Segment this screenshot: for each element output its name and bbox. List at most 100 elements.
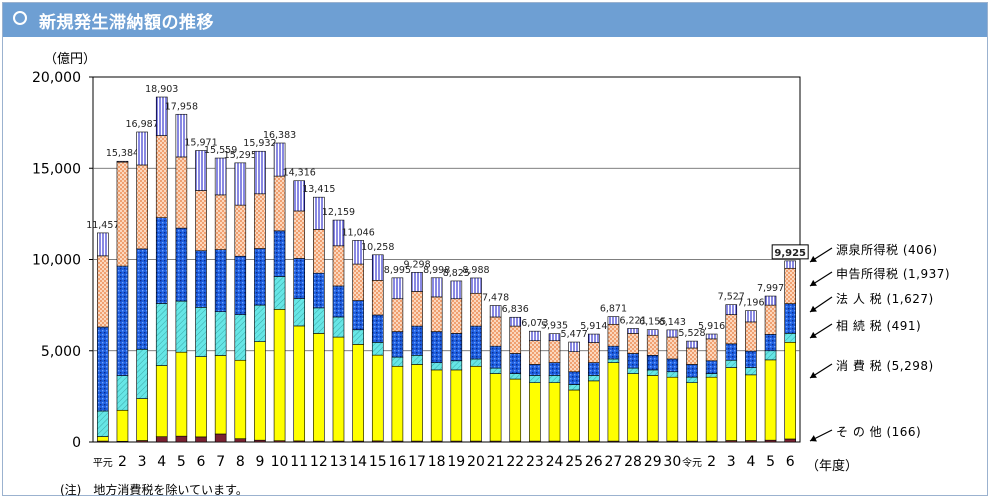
y-tick-label: 15,000 [32, 161, 81, 177]
bar-total-label: 9,298 [403, 259, 430, 270]
bar-segment [97, 255, 109, 328]
bar-segment [293, 298, 306, 327]
bar-segment [195, 356, 207, 438]
legend-arrowhead [810, 331, 817, 338]
y-tick-label: 0 [72, 435, 81, 451]
bar-group [97, 232, 109, 443]
bar-total-label: 6,871 [600, 304, 627, 315]
bar-group [254, 150, 266, 443]
bar-segment [136, 398, 148, 441]
bar-segment [155, 96, 168, 136]
bar-segment [784, 303, 796, 334]
x-tick-label: 3 [138, 454, 147, 470]
bar-segment [352, 344, 364, 442]
bar-group [116, 160, 129, 443]
bar-segment [234, 438, 247, 443]
bar-segment [587, 333, 600, 343]
bar-segment [391, 298, 404, 332]
bar-segment [97, 436, 109, 442]
bar-segment [705, 373, 718, 378]
bar-segment [725, 314, 738, 345]
bar-segment [705, 338, 718, 362]
bar-segment [175, 113, 188, 158]
y-tick-label: 10,000 [32, 253, 81, 269]
bar-segment [548, 375, 561, 383]
bar-total-label: 15,295 [224, 150, 257, 161]
bar-group [411, 272, 423, 443]
bar-group [155, 96, 168, 443]
bar-group [470, 277, 482, 443]
bar-segment [489, 373, 502, 442]
bar-group [430, 277, 443, 443]
bar-segment [430, 296, 443, 332]
x-tick-label: 13 [330, 454, 348, 470]
bar-group [705, 333, 718, 443]
x-tick-label: 15 [369, 454, 387, 470]
bar-group [313, 196, 325, 443]
bar-segment [273, 175, 286, 232]
x-unit-label: （年度） [806, 458, 858, 474]
bar-segment [352, 240, 364, 265]
bar-total-label: 6,143 [659, 317, 686, 328]
bar-segment [509, 325, 522, 354]
bar-segment [332, 285, 345, 318]
bar-segment [489, 367, 502, 374]
bar-total-label: 15,559 [204, 145, 237, 156]
bar-segment [273, 276, 286, 310]
bar-segment [391, 277, 404, 300]
bar-total-label: 7,196 [737, 298, 764, 309]
bar-segment [784, 333, 796, 343]
bar-segment [529, 364, 541, 376]
bar-segment [686, 382, 698, 442]
bar-segment [548, 382, 561, 442]
bar-segment [548, 362, 561, 376]
bar-total-label: 12,159 [322, 207, 355, 218]
bar-segment [254, 341, 266, 441]
bar-segment [352, 300, 364, 331]
bar-segment [155, 436, 168, 443]
bar-segment [489, 316, 502, 347]
bar-total-label: 7,527 [718, 292, 745, 303]
x-tick-label: 29 [644, 454, 662, 470]
bar-segment [155, 365, 168, 438]
bar-segment [175, 227, 188, 302]
bar-segment [607, 358, 620, 363]
bar-group [627, 328, 639, 443]
bar-segment [155, 303, 168, 366]
x-tick-label: 26 [585, 454, 603, 470]
bar-group [529, 330, 541, 443]
x-tick-label: 21 [487, 454, 505, 470]
bar-segment [627, 367, 639, 374]
bar-segment [548, 333, 561, 342]
bar-segment [175, 435, 188, 443]
bar-segment [784, 267, 796, 304]
bar-segment [686, 340, 698, 349]
bar-segment [745, 310, 757, 323]
legend-label: 消 費 税 (5,298) [836, 358, 934, 373]
legend-label: 法 人 税 (1,627) [836, 292, 934, 306]
bar-total-label: 5,916 [698, 321, 725, 332]
bar-segment [627, 328, 639, 334]
bar-segment [371, 342, 384, 356]
bar-segment [725, 359, 738, 368]
bar-total-label: 5,914 [580, 321, 607, 332]
x-tick-label: 16 [388, 454, 406, 470]
x-tick-label: 28 [624, 454, 642, 470]
bar-segment [764, 359, 777, 441]
bar-segment [646, 375, 659, 442]
bar-segment [234, 255, 247, 315]
x-tick-label: 25 [565, 454, 583, 470]
bar-group [352, 240, 364, 443]
bar-segment [470, 277, 482, 294]
bar-segment [764, 304, 777, 335]
bar-group [293, 180, 306, 443]
bar-total-label: 11,046 [342, 227, 375, 238]
bar-segment [313, 333, 325, 442]
bar-segment [470, 325, 482, 360]
x-tick-label: 11 [290, 454, 308, 470]
bar-segment [509, 373, 522, 380]
bar-segment [195, 307, 207, 357]
bar-segment [293, 180, 306, 212]
bar-segment [332, 245, 345, 287]
title-circle-icon [13, 11, 27, 25]
